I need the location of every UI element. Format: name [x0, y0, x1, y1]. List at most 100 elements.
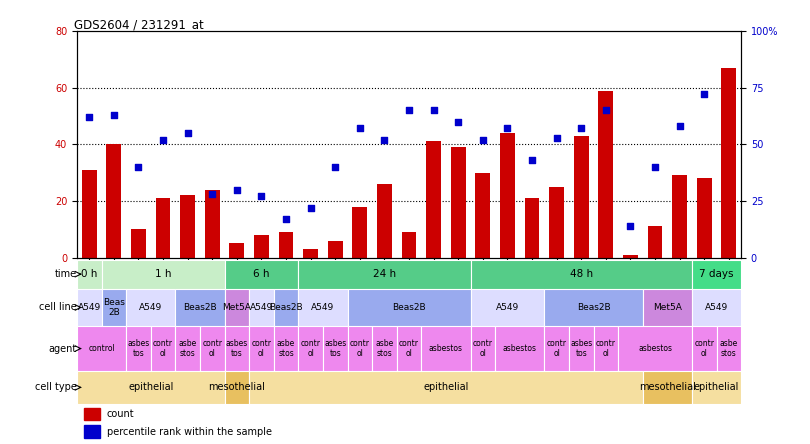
- Bar: [643, 371, 692, 404]
- Point: [279, 215, 292, 222]
- Text: contr
ol: contr ol: [596, 339, 616, 358]
- Point: [476, 136, 489, 143]
- Bar: [205, 190, 220, 258]
- Bar: [377, 184, 392, 258]
- Point: [206, 190, 219, 198]
- Point: [108, 111, 121, 119]
- Text: 7 days: 7 days: [699, 269, 734, 279]
- Text: A549: A549: [496, 303, 519, 312]
- Point: [329, 163, 342, 170]
- Point: [427, 107, 440, 114]
- Bar: [126, 326, 151, 371]
- Text: percentile rank within the sample: percentile rank within the sample: [107, 427, 272, 437]
- Bar: [303, 249, 318, 258]
- Bar: [77, 371, 224, 404]
- Bar: [77, 260, 101, 289]
- Point: [501, 125, 514, 132]
- Text: A549: A549: [249, 303, 273, 312]
- Point: [255, 193, 268, 200]
- Bar: [101, 260, 224, 289]
- Text: asbe
stos: asbe stos: [375, 339, 394, 358]
- Text: asbes
tos: asbes tos: [324, 339, 347, 358]
- Text: asbestos: asbestos: [429, 344, 463, 353]
- Bar: [126, 289, 175, 326]
- Bar: [181, 195, 195, 258]
- Text: contr
ol: contr ol: [153, 339, 173, 358]
- Bar: [471, 326, 495, 371]
- Text: cell line: cell line: [39, 302, 77, 313]
- Bar: [500, 133, 515, 258]
- Bar: [594, 326, 618, 371]
- Point: [624, 222, 637, 230]
- Text: A549: A549: [139, 303, 162, 312]
- Bar: [298, 260, 471, 289]
- Text: agent: agent: [49, 344, 77, 353]
- Bar: [397, 326, 421, 371]
- Point: [353, 125, 366, 132]
- Bar: [618, 326, 692, 371]
- Text: Met5A: Met5A: [223, 303, 251, 312]
- Bar: [83, 425, 100, 438]
- Bar: [549, 187, 564, 258]
- Bar: [692, 289, 741, 326]
- Text: asbes
tos: asbes tos: [570, 339, 592, 358]
- Bar: [573, 136, 589, 258]
- Text: asbestos: asbestos: [503, 344, 537, 353]
- Text: contr
ol: contr ol: [301, 339, 321, 358]
- Bar: [106, 144, 121, 258]
- Bar: [249, 289, 274, 326]
- Bar: [352, 206, 367, 258]
- Bar: [451, 147, 466, 258]
- Text: time: time: [55, 269, 77, 279]
- Bar: [229, 243, 245, 258]
- Bar: [77, 289, 101, 326]
- Bar: [83, 408, 100, 420]
- Text: 24 h: 24 h: [373, 269, 396, 279]
- Bar: [254, 235, 269, 258]
- Bar: [347, 326, 372, 371]
- Text: contr
ol: contr ol: [694, 339, 714, 358]
- Bar: [175, 326, 200, 371]
- Bar: [101, 289, 126, 326]
- Text: contr
ol: contr ol: [202, 339, 222, 358]
- Bar: [471, 289, 544, 326]
- Bar: [426, 142, 441, 258]
- Bar: [224, 371, 249, 404]
- Bar: [249, 371, 643, 404]
- Text: control: control: [88, 344, 115, 353]
- Text: contr
ol: contr ol: [473, 339, 492, 358]
- Bar: [525, 198, 539, 258]
- Bar: [224, 326, 249, 371]
- Bar: [722, 68, 736, 258]
- Point: [403, 107, 416, 114]
- Bar: [648, 226, 663, 258]
- Bar: [599, 91, 613, 258]
- Text: contr
ol: contr ol: [399, 339, 419, 358]
- Bar: [298, 289, 347, 326]
- Text: asbes
tos: asbes tos: [127, 339, 150, 358]
- Bar: [717, 326, 741, 371]
- Bar: [151, 326, 175, 371]
- Bar: [402, 232, 416, 258]
- Text: asbe
stos: asbe stos: [178, 339, 197, 358]
- Bar: [249, 326, 274, 371]
- Point: [649, 163, 662, 170]
- Text: asbestos: asbestos: [638, 344, 672, 353]
- Bar: [643, 289, 692, 326]
- Bar: [421, 326, 471, 371]
- Bar: [347, 289, 471, 326]
- Point: [156, 136, 169, 143]
- Point: [452, 118, 465, 125]
- Bar: [544, 289, 643, 326]
- Bar: [495, 326, 544, 371]
- Text: Met5A: Met5A: [653, 303, 682, 312]
- Text: Beas2B: Beas2B: [392, 303, 426, 312]
- Bar: [692, 326, 717, 371]
- Bar: [569, 326, 594, 371]
- Bar: [298, 326, 323, 371]
- Bar: [323, 326, 347, 371]
- Text: 48 h: 48 h: [569, 269, 593, 279]
- Bar: [200, 326, 224, 371]
- Bar: [274, 326, 298, 371]
- Text: count: count: [107, 409, 134, 419]
